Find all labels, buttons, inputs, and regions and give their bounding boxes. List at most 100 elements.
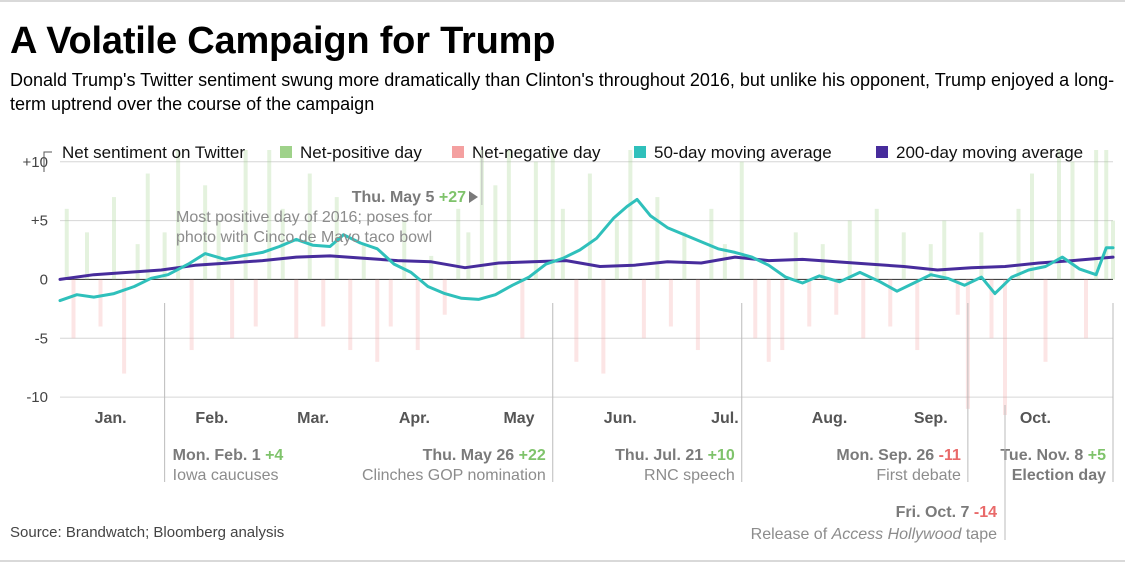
annotation-text: Most positive day of 2016; poses for [176,209,433,226]
negative-day-bar [230,279,235,339]
annotation-date-nov8: Tue. Nov. 8 +5 [1000,447,1106,464]
positive-day-bar [112,197,116,280]
y-tick-label: 0 [40,271,48,288]
y-tick-label: -5 [35,330,48,347]
positive-day-bar [243,150,248,280]
negative-day-bar [989,279,994,339]
negative-day-bar [641,279,646,339]
negative-day-bar [98,279,103,327]
positive-day-bar [307,173,312,280]
legend-label: 200-day moving average [896,143,1083,162]
positive-day-bar [628,150,633,280]
positive-day-bar [402,220,407,280]
positive-day-bar [456,208,461,280]
chart-subtitle: Donald Trump's Twitter sentiment swung m… [10,70,1115,114]
legend-label: 50-day moving average [654,143,832,162]
month-label: Jul. [711,410,739,427]
positive-day-bar [1057,150,1061,280]
negative-day-bar [601,279,606,374]
negative-day-bar [780,279,785,351]
source-note: Source: Brandwatch; Bloomberg analysis [10,524,285,541]
positive-day-bar [942,220,947,280]
month-label: May [503,410,534,427]
legend-swatch [280,146,292,158]
negative-day-bar [442,279,447,315]
positive-day-bar [722,244,727,280]
positive-day-bar [429,255,434,280]
positive-day-bar [550,150,555,280]
annotation-text: Release of Access Hollywood tape [751,526,997,543]
negative-day-bar [807,279,812,327]
positive-day-bar [1104,150,1109,280]
positive-day-bar [162,232,167,280]
annotation-text: photo with Cinco de Mayo taco bowl [176,229,432,246]
month-label: Aug. [812,410,848,427]
top-rule [0,0,1125,2]
month-label: Apr. [399,410,430,427]
y-tick-label: +10 [23,154,48,171]
negative-day-bar [915,279,920,351]
positive-day-bar [874,208,879,280]
positive-day-bar [1094,150,1099,280]
positive-day-bar [506,150,511,280]
annotation-text: RNC speech [644,467,735,484]
legend-swatch [452,146,464,158]
positive-day-bar [560,208,565,280]
legend-label: Net-negative day [472,143,601,162]
negative-day-bar [574,279,579,362]
positive-day-bar [1070,161,1075,280]
positive-day-bar [64,208,69,280]
y-tick-label: +5 [31,213,48,230]
positive-day-bar [466,232,471,280]
negative-day-bar [415,279,420,351]
legend-swatch [634,146,646,158]
positive-day-bar [1030,173,1034,280]
negative-day-bar [1003,279,1007,415]
negative-day-bar [375,279,380,362]
month-label: Oct. [1020,410,1051,427]
negative-day-bar [695,279,700,351]
annotation-text: Iowa caucuses [173,467,279,484]
annotation-text: Clinches GOP nomination [362,467,546,484]
bottom-rule [0,560,1125,562]
annotation-date-jul21: Thu. Jul. 21 +10 [615,447,735,464]
positive-day-bar [176,150,181,280]
negative-day-bar [388,279,393,327]
annotation-arrow-icon [469,191,478,203]
negative-day-bar [753,279,758,339]
positive-day-bar [334,197,339,280]
positive-day-bar [793,232,798,280]
annotation-date-sep26: Mon. Sep. 26 -11 [836,447,961,464]
legend-label: Net sentiment on Twitter [62,143,245,162]
annotation-text: Election day [1012,467,1106,484]
positive-day-bar [655,197,660,280]
legend-swatch [876,146,888,158]
ma200-line [58,254,1115,281]
positive-day-bar [928,244,933,280]
positive-day-bar [216,220,221,280]
positive-day-bar [267,150,272,280]
negative-day-bar [520,279,525,339]
annotation-date-may5: Thu. May 5 +27 [352,189,466,206]
positive-day-bar [479,150,484,280]
negative-day-bar [321,279,326,327]
negative-day-bar [668,279,673,327]
negative-day-bar [1084,279,1088,339]
positive-day-bar [682,232,687,280]
negative-day-bar [189,279,194,351]
positive-day-bar [135,244,140,280]
month-label: Sep. [914,410,948,427]
chart-title: A Volatile Campaign for Trump [10,20,556,62]
positive-day-bar [901,232,906,280]
negative-day-bar [1043,279,1048,362]
positive-day-bar [709,208,714,280]
negative-day-bar [766,279,771,362]
positive-day-bar [1111,220,1115,280]
positive-day-bar [587,173,592,280]
positive-day-bar [85,232,89,280]
positive-day-bar [361,244,366,280]
month-label: Mar. [297,410,329,427]
negative-day-bar [861,279,866,339]
positive-day-bar [614,220,619,280]
